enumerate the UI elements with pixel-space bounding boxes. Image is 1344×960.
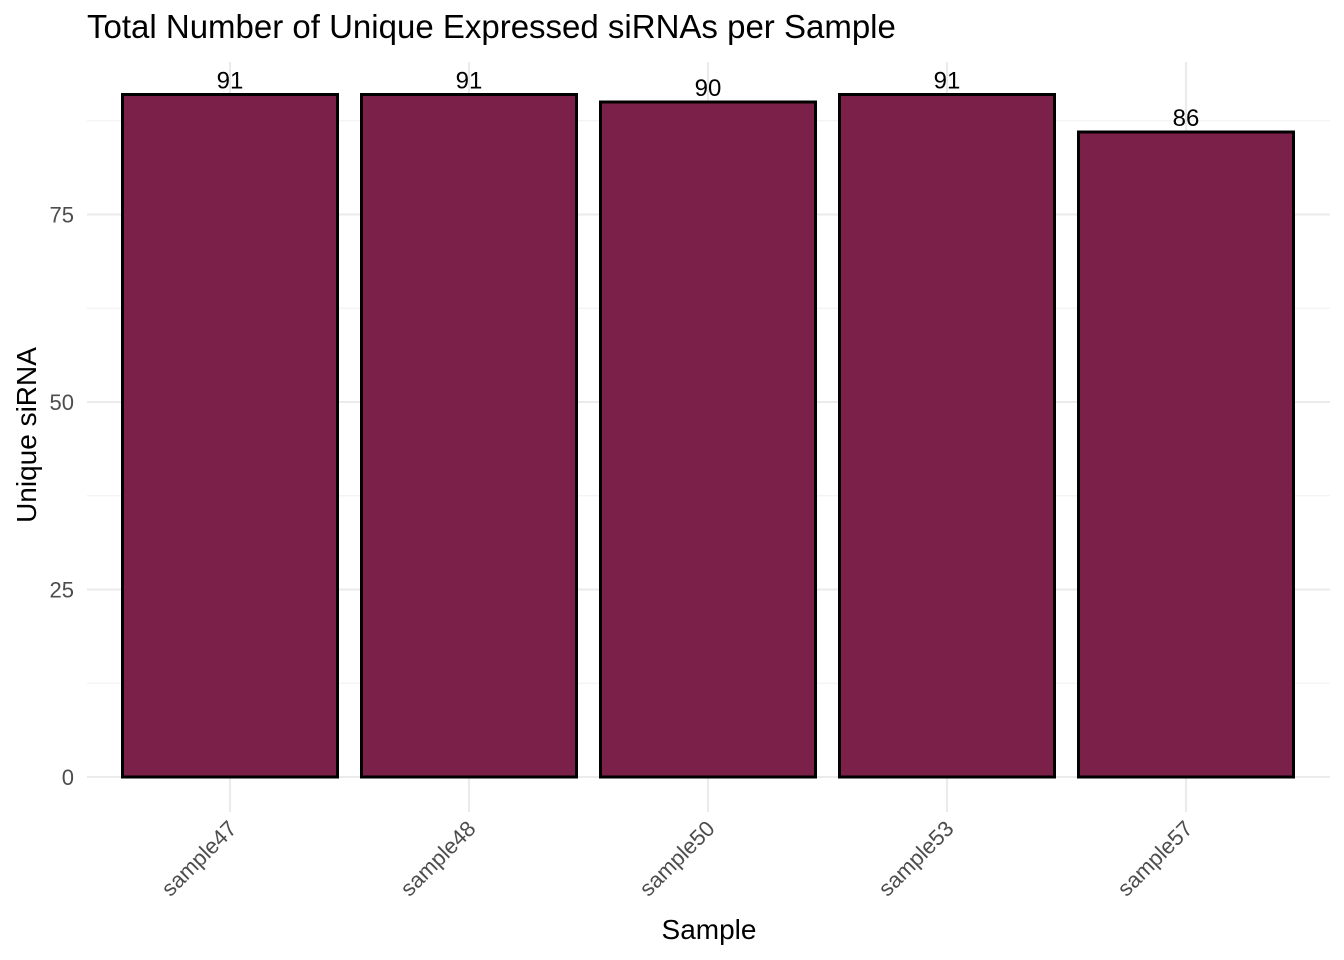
y-tick-label: 50	[50, 390, 74, 415]
bar-sample53	[838, 93, 1056, 779]
x-tick-label-sample48: sample48	[395, 816, 480, 901]
data-label-sample57: 86	[1173, 105, 1200, 132]
y-tick-label: 25	[50, 578, 74, 603]
data-label-sample50: 90	[695, 75, 722, 102]
bar-sample47	[121, 93, 339, 779]
x-axis-ticks: sample47 sample48 sample50 sample53 sample57	[156, 816, 1197, 901]
bars	[121, 93, 1295, 779]
y-axis-ticks: 0 25 50 75	[50, 203, 74, 791]
chart-title: Total Number of Unique Expressed siRNAs …	[87, 8, 896, 45]
data-label-sample48: 91	[456, 68, 483, 95]
x-tick-label-sample47: sample47	[156, 816, 241, 901]
bar-sample57	[1077, 130, 1295, 779]
data-labels: 91 91 90 91 86	[217, 68, 1200, 133]
data-label-sample53: 91	[934, 68, 961, 95]
y-tick-label: 0	[62, 765, 74, 790]
bar-sample50	[599, 100, 817, 779]
y-axis-title: Unique siRNA	[11, 347, 42, 523]
data-label-sample47: 91	[217, 68, 244, 95]
x-tick-label-sample57: sample57	[1112, 816, 1197, 901]
x-tick-label-sample50: sample50	[634, 816, 719, 901]
y-tick-label: 75	[50, 203, 74, 228]
x-axis-title: Sample	[662, 914, 757, 945]
bar-sample48	[360, 93, 578, 779]
x-tick-label-sample53: sample53	[873, 816, 958, 901]
